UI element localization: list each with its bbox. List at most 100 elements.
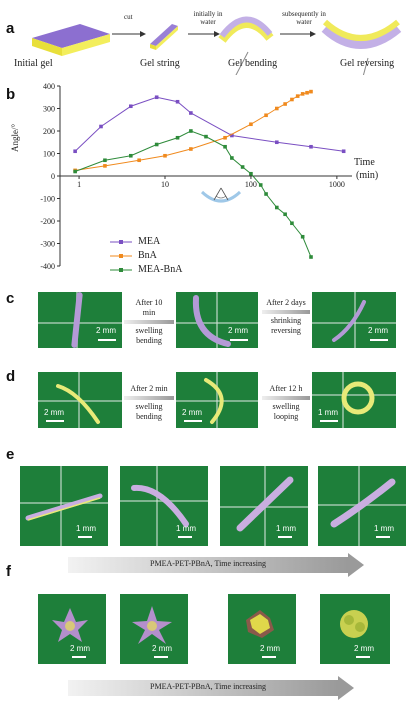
data-point bbox=[309, 255, 313, 259]
panel-label-a: a bbox=[6, 20, 15, 37]
x-axis-label-line2: (min) bbox=[356, 170, 379, 181]
data-point bbox=[283, 212, 287, 217]
data-point bbox=[309, 144, 313, 149]
caption-f: PMEA-PET-PBnA, Time increasing bbox=[150, 682, 266, 691]
label-initial-gel: Initial gel bbox=[14, 58, 53, 69]
initial-gel-top bbox=[32, 24, 110, 48]
legend-bna: BnA bbox=[138, 250, 157, 261]
gel-reversing-shape bbox=[321, 24, 402, 49]
data-point bbox=[204, 134, 208, 139]
y-tick-label: 300 bbox=[43, 105, 55, 114]
arrow-cut-label: cut bbox=[124, 13, 133, 21]
data-point bbox=[223, 135, 227, 140]
data-point bbox=[341, 149, 346, 154]
photo-c2: 2 mm bbox=[176, 292, 258, 348]
photo-e4: 1 mm bbox=[318, 466, 406, 546]
caption-e: PMEA-PET-PBnA, Time increasing bbox=[150, 559, 266, 568]
photo-c3: 2 mm bbox=[312, 292, 396, 348]
data-point bbox=[258, 183, 263, 187]
data-point bbox=[249, 171, 253, 176]
x-tick-label: 100 bbox=[245, 180, 257, 189]
data-point bbox=[175, 135, 180, 140]
scale-c2: 2 mm bbox=[228, 326, 248, 335]
label-gel-bending: Gel bending bbox=[228, 58, 278, 69]
panel-a-illustration bbox=[32, 16, 402, 75]
time-arrow-f bbox=[68, 676, 354, 700]
scale-e4: 1 mm bbox=[374, 524, 394, 533]
y-tick-label: -200 bbox=[40, 217, 55, 226]
x-tick-label: 10 bbox=[161, 180, 169, 189]
data-point bbox=[305, 90, 309, 95]
photo-e2: 1 mm bbox=[120, 466, 208, 546]
initial-gel-side bbox=[32, 38, 62, 56]
panel-label-c: c bbox=[6, 290, 15, 307]
photo-f1: 2 mm bbox=[38, 594, 106, 664]
arrow-c2-text: After 2 days shrinking reversing bbox=[262, 298, 310, 336]
y-tick-label: 400 bbox=[43, 82, 55, 91]
arrow-initially-label: initially in water bbox=[193, 10, 223, 26]
label-gel-reversing: Gel reversing bbox=[340, 58, 395, 69]
y-axis-label: Angle/° bbox=[10, 123, 20, 152]
scale-f1: 2 mm bbox=[70, 644, 90, 653]
initial-gel-front bbox=[62, 34, 110, 56]
data-point bbox=[230, 133, 234, 138]
photo-c1: 2 mm bbox=[38, 292, 122, 348]
data-point bbox=[230, 156, 234, 160]
photo-e3: 1 mm bbox=[220, 466, 308, 546]
photo-f3: 2 mm bbox=[228, 594, 296, 664]
data-point bbox=[249, 122, 253, 127]
data-point bbox=[189, 111, 193, 115]
data-point bbox=[189, 147, 193, 151]
y-tick-label: -300 bbox=[40, 240, 55, 249]
time-arrow-e bbox=[68, 553, 364, 577]
scale-e3: 1 mm bbox=[276, 524, 296, 533]
label-gel-string: Gel string bbox=[140, 58, 180, 69]
data-point bbox=[103, 164, 107, 168]
data-point bbox=[223, 144, 227, 149]
data-point bbox=[300, 92, 305, 96]
scale-f2: 2 mm bbox=[152, 644, 172, 653]
data-point bbox=[175, 99, 180, 104]
data-point bbox=[129, 104, 133, 109]
x-tick-label: 1000 bbox=[329, 180, 345, 189]
data-point bbox=[163, 153, 167, 158]
data-point bbox=[99, 124, 103, 129]
arrow-c1-text: After 10 min swelling bending bbox=[124, 298, 174, 346]
arrow-d1-text: After 2 min swelling bending bbox=[124, 384, 174, 422]
scale-d3: 1 mm bbox=[318, 408, 338, 417]
photo-d2: 2 mm bbox=[176, 372, 258, 428]
data-point bbox=[275, 106, 279, 111]
gel-string-top bbox=[150, 24, 178, 46]
data-point bbox=[129, 153, 133, 158]
y-tick-label: -400 bbox=[40, 262, 55, 271]
y-tick-label: 0 bbox=[51, 172, 55, 181]
photo-d1: 2 mm bbox=[38, 372, 122, 428]
series-line-0 bbox=[74, 96, 344, 152]
arrow-d2-text: After 12 h swelling looping bbox=[262, 384, 310, 422]
angle-inset-icon bbox=[200, 187, 242, 203]
scale-f3: 2 mm bbox=[260, 644, 280, 653]
scale-f4: 2 mm bbox=[354, 644, 374, 653]
scale-d1: 2 mm bbox=[44, 408, 64, 417]
data-point bbox=[275, 140, 279, 145]
y-tick-label: 100 bbox=[43, 150, 55, 159]
data-point bbox=[290, 97, 294, 102]
panel-label-f: f bbox=[6, 563, 11, 580]
photo-f2: 2 mm bbox=[120, 594, 188, 664]
photo-d3: 1 mm bbox=[312, 372, 396, 428]
scale-e2: 1 mm bbox=[176, 524, 196, 533]
data-point bbox=[309, 89, 313, 94]
panel-label-e: e bbox=[6, 446, 15, 463]
data-point bbox=[137, 158, 141, 163]
data-point bbox=[154, 95, 159, 100]
data-point bbox=[189, 129, 193, 133]
photo-f4: 2 mm bbox=[320, 594, 390, 664]
data-point bbox=[290, 221, 294, 226]
data-point bbox=[295, 94, 300, 98]
scale-e1: 1 mm bbox=[76, 524, 96, 533]
panel-label-d: d bbox=[6, 368, 16, 385]
data-point bbox=[73, 169, 77, 174]
data-point bbox=[300, 234, 305, 239]
arrow-subsequently-label: subsequently in water bbox=[282, 10, 326, 26]
